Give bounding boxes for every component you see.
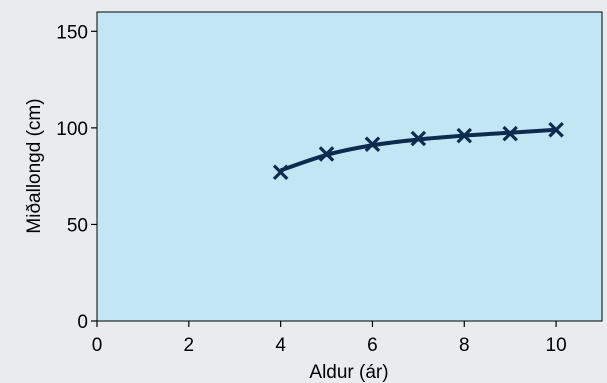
data-point <box>548 122 564 138</box>
x-tick-label: 4 <box>275 335 286 356</box>
plot-area <box>96 11 603 322</box>
x-tick-label: 10 <box>546 335 567 356</box>
x-tick-label: 8 <box>459 335 470 356</box>
x-tick-label: 2 <box>184 335 195 356</box>
y-axis-title: Miðallongd (cm) <box>24 98 45 233</box>
x-axis: 0 2 4 6 8 10 <box>92 321 567 356</box>
data-point <box>410 130 427 147</box>
data-point <box>502 125 518 142</box>
x-tick-label: 6 <box>367 335 378 356</box>
data-point <box>364 136 381 153</box>
data-markers <box>272 122 564 181</box>
y-axis: 0 50 100 150 <box>56 22 97 333</box>
y-tick-label: 50 <box>67 215 88 236</box>
x-tick-label: 0 <box>92 335 103 356</box>
data-point <box>456 127 473 144</box>
x-axis-title: Aldur (ár) <box>309 362 388 383</box>
y-tick-label: 150 <box>56 22 88 43</box>
y-tick-label: 100 <box>56 119 88 140</box>
y-tick-label: 0 <box>77 312 88 333</box>
data-point <box>272 164 289 181</box>
data-point <box>318 146 335 162</box>
